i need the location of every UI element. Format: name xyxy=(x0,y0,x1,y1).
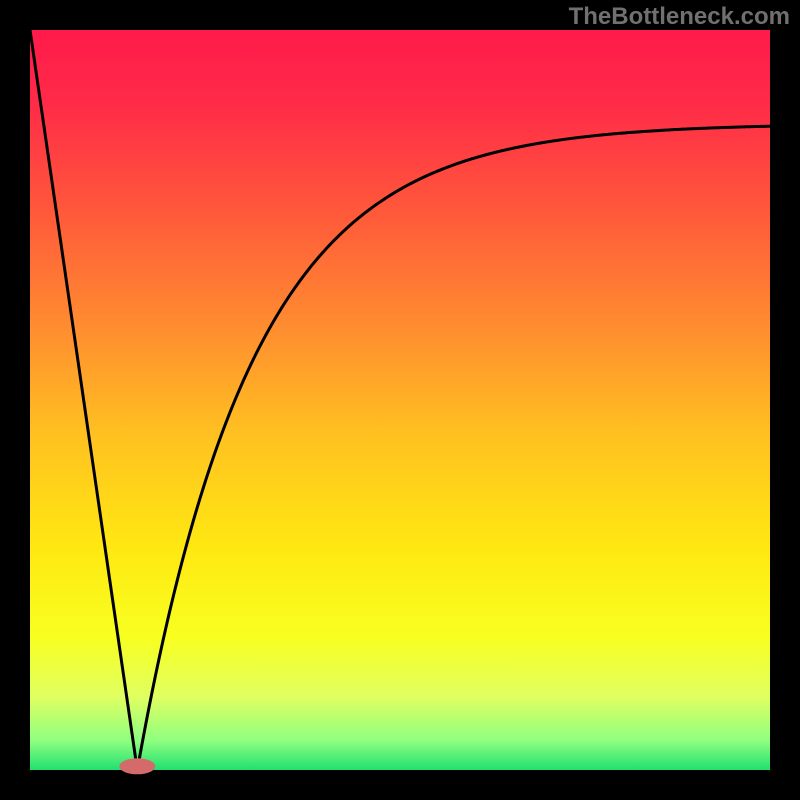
watermark-text: TheBottleneck.com xyxy=(569,3,790,30)
valley-marker xyxy=(119,758,155,774)
bottleneck-chart: TheBottleneck.com xyxy=(0,0,800,800)
plot-background xyxy=(30,30,770,770)
